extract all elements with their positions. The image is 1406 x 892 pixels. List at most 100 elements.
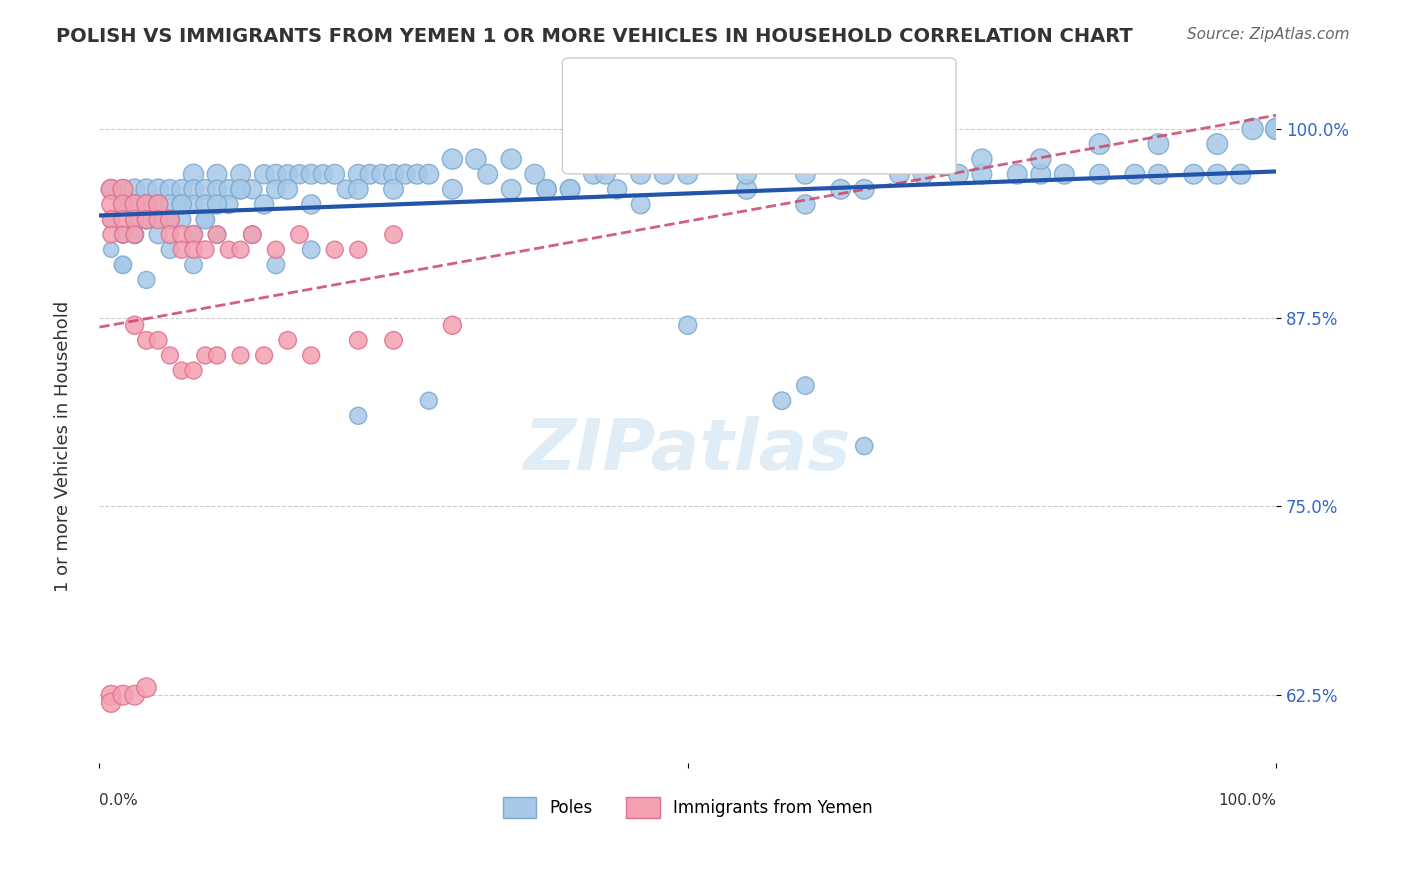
Point	[205, 227, 228, 242]
Point	[794, 378, 817, 392]
Point	[347, 182, 370, 196]
Point	[253, 167, 276, 181]
Point	[347, 334, 370, 348]
Point	[1147, 136, 1170, 151]
Point	[501, 152, 523, 166]
Point	[347, 243, 370, 257]
Point	[205, 348, 228, 362]
Point	[183, 182, 205, 196]
Point	[277, 167, 299, 181]
Point	[830, 182, 852, 196]
Point	[277, 334, 299, 348]
Point	[970, 152, 993, 166]
Point	[347, 167, 370, 181]
Point	[148, 227, 170, 242]
Point	[170, 197, 193, 211]
Point	[948, 167, 970, 181]
Point	[1029, 167, 1052, 181]
Point	[205, 167, 228, 181]
Text: N = 51: N = 51	[796, 129, 863, 147]
Point	[1053, 167, 1076, 181]
Point	[536, 182, 558, 196]
Point	[229, 167, 252, 181]
Point	[100, 182, 122, 196]
Point	[464, 152, 486, 166]
Point	[1088, 136, 1111, 151]
Point	[159, 348, 181, 362]
Point	[111, 212, 134, 227]
Point	[159, 227, 181, 242]
Point	[1265, 122, 1288, 136]
Point	[441, 152, 464, 166]
Point	[299, 167, 322, 181]
Point	[277, 182, 299, 196]
Point	[264, 182, 287, 196]
Point	[135, 212, 157, 227]
Point	[1230, 167, 1253, 181]
Point	[371, 167, 394, 181]
Point	[970, 167, 993, 181]
Text: N = 124: N = 124	[796, 85, 876, 103]
Point	[288, 167, 311, 181]
Text: 0.0%: 0.0%	[100, 793, 138, 808]
Point	[218, 197, 240, 211]
Point	[135, 334, 157, 348]
Legend: Poles, Immigrants from Yemen: Poles, Immigrants from Yemen	[496, 790, 879, 824]
Point	[111, 688, 134, 702]
Point	[312, 167, 335, 181]
Point	[229, 243, 252, 257]
Point	[770, 393, 793, 408]
Point	[1206, 136, 1229, 151]
Point	[335, 182, 357, 196]
Point	[135, 681, 157, 695]
Point	[406, 167, 429, 181]
Point	[1088, 167, 1111, 181]
Point	[382, 227, 405, 242]
Point	[347, 409, 370, 423]
Point	[630, 167, 652, 181]
Point	[853, 182, 876, 196]
Point	[135, 182, 157, 196]
Point	[630, 197, 652, 211]
Point	[148, 197, 170, 211]
Text: 1 or more Vehicles in Household: 1 or more Vehicles in Household	[55, 301, 72, 591]
Point	[183, 197, 205, 211]
Point	[229, 348, 252, 362]
Point	[135, 273, 157, 287]
Point	[382, 167, 405, 181]
Point	[253, 348, 276, 362]
Point	[124, 688, 146, 702]
Point	[558, 182, 581, 196]
Point	[218, 243, 240, 257]
Point	[148, 182, 170, 196]
Point	[124, 227, 146, 242]
Point	[794, 197, 817, 211]
Point	[111, 197, 134, 211]
Point	[111, 258, 134, 272]
Point	[135, 197, 157, 211]
Point	[194, 212, 217, 227]
Point	[253, 197, 276, 211]
Point	[912, 167, 935, 181]
Point	[194, 243, 217, 257]
Point	[111, 258, 134, 272]
Point	[100, 688, 122, 702]
Point	[159, 243, 181, 257]
Point	[183, 258, 205, 272]
Point	[889, 167, 911, 181]
Point	[477, 167, 499, 181]
Point	[536, 182, 558, 196]
Point	[595, 167, 617, 181]
Point	[359, 167, 381, 181]
Point	[159, 212, 181, 227]
Point	[194, 348, 217, 362]
Point	[229, 182, 252, 196]
Point	[148, 212, 170, 227]
Point	[382, 182, 405, 196]
Point	[159, 197, 181, 211]
Point	[183, 243, 205, 257]
Point	[205, 197, 228, 211]
Point	[1206, 167, 1229, 181]
Point	[159, 212, 181, 227]
Point	[912, 152, 935, 166]
